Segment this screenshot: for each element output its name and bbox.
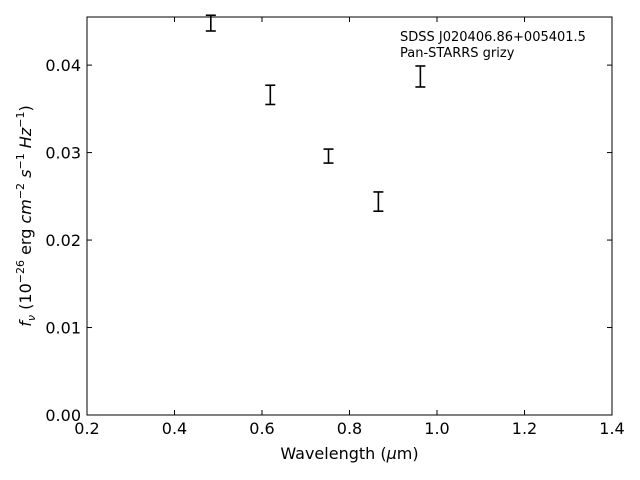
x-tick-label: 0.4 (162, 419, 187, 438)
x-tick-label: 1.0 (424, 419, 449, 438)
data-point (205, 14, 216, 32)
y-tick-label: 0.02 (45, 231, 81, 250)
data-point (415, 65, 426, 88)
x-tick-label: 1.4 (599, 419, 624, 438)
x-tick-label: 0.6 (249, 419, 274, 438)
x-tick-label: 0.8 (337, 419, 362, 438)
annotation-survey: Pan-STARRS grizy (400, 46, 515, 61)
y-tick-label: 0.04 (45, 56, 81, 75)
y-tick-label: 0.00 (45, 406, 81, 425)
data-point (323, 148, 334, 164)
y-tick-label: 0.03 (45, 144, 81, 163)
annotation-object: SDSS J020406.86+005401.5 (400, 30, 586, 45)
x-axis-label: Wavelength (μm) (280, 444, 418, 463)
data-points (205, 14, 426, 212)
data-point (265, 84, 276, 106)
ticks: 0.2 0.4 0.6 0.8 1.0 1.2 1.4 0.00 0.01 0.02 0.03 0.0… (45, 17, 625, 438)
data-point (373, 191, 384, 212)
y-tick-label: 0.01 (45, 319, 81, 338)
x-tick-label: 1.2 (512, 419, 537, 438)
plot-frame (86, 16, 613, 416)
y-axis-label: fν (10−26 erg cm−2 s−1 Hz−1) (14, 105, 38, 326)
x-tick-label: 0.2 (74, 419, 99, 438)
